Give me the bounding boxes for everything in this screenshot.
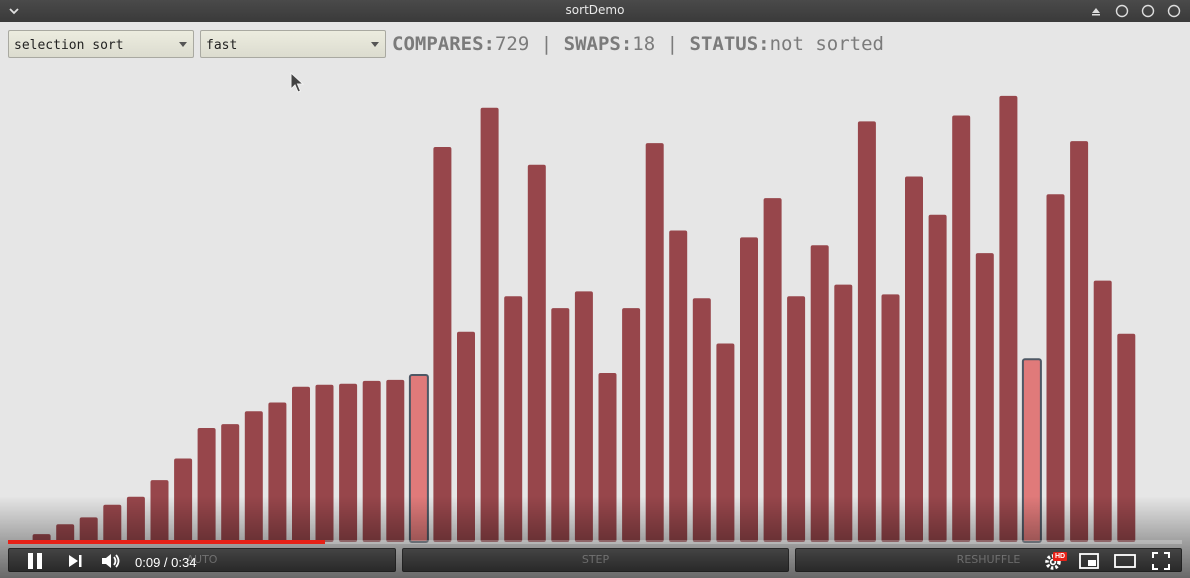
status-label: STATUS:: [689, 33, 770, 55]
bar: [622, 308, 641, 542]
bar: [480, 107, 499, 542]
bar: [1070, 141, 1089, 542]
mouse-cursor-icon: [290, 72, 305, 93]
stats-separator: |: [666, 33, 679, 55]
bar: [645, 143, 664, 542]
bar: [551, 308, 570, 542]
bar: [150, 480, 169, 542]
bar: [339, 383, 358, 542]
bar: [362, 380, 381, 542]
reshuffle-button-label: RESHUFFLE: [956, 553, 1021, 566]
close-button-icon[interactable]: [1166, 3, 1182, 19]
speed-select[interactable]: fast: [200, 30, 386, 58]
bar: [1117, 333, 1136, 542]
hd-badge: HD: [1053, 552, 1068, 561]
bar-highlighted: [408, 374, 429, 543]
menu-chevron-icon[interactable]: [6, 3, 22, 19]
bar-highlighted: [1021, 358, 1042, 544]
compares-value: 729: [494, 33, 530, 55]
bar: [975, 253, 994, 542]
bar: [1093, 280, 1112, 542]
player-time: 0:09 / 0:34: [135, 555, 197, 570]
bar: [386, 379, 405, 542]
bar: [244, 411, 263, 542]
bar: [292, 386, 310, 542]
window-title: sortDemo: [565, 3, 625, 17]
swaps-value: 18: [632, 33, 656, 55]
bar: [669, 230, 688, 542]
bar: [598, 373, 617, 542]
bar: [787, 296, 806, 542]
bar: [103, 504, 122, 542]
bar: [881, 294, 900, 542]
algorithm-select[interactable]: selection sort: [8, 30, 194, 58]
bar: [527, 164, 546, 542]
minimize-button-icon[interactable]: [1114, 3, 1130, 19]
fullscreen-icon[interactable]: [1150, 550, 1172, 572]
miniplayer-icon[interactable]: [1078, 550, 1100, 572]
bar: [79, 517, 98, 542]
bar: [174, 458, 193, 542]
bar: [716, 343, 735, 542]
swaps-label: SWAPS:: [563, 33, 633, 55]
bar: [457, 331, 475, 542]
algorithm-select-value: selection sort: [14, 38, 124, 53]
step-button-label: STEP: [581, 553, 610, 566]
bar: [1046, 194, 1065, 542]
bar: [126, 496, 145, 542]
bar: [952, 115, 971, 542]
chevron-down-icon: [179, 42, 187, 47]
restore-button-icon[interactable]: [1140, 3, 1156, 19]
bar: [221, 424, 240, 542]
bar: [315, 384, 334, 542]
pause-icon[interactable]: [24, 550, 46, 572]
sort-stats: COMPARES:729 | SWAPS:18 | STATUS:not sor…: [392, 33, 884, 55]
next-icon[interactable]: [64, 550, 86, 572]
bar: [928, 214, 947, 543]
step-button[interactable]: STEP: [402, 548, 789, 572]
player-progress-fill: [8, 540, 325, 544]
bar: [740, 237, 758, 542]
bar: [810, 245, 829, 543]
speed-select-value: fast: [206, 38, 238, 53]
bar: [834, 284, 853, 542]
window-titlebar: sortDemo: [0, 0, 1190, 22]
volume-icon[interactable]: [100, 550, 122, 572]
window-controls: [1088, 3, 1182, 19]
bar: [433, 147, 452, 542]
bar: [763, 198, 782, 542]
bar: [268, 402, 287, 542]
status-value: not sorted: [769, 33, 884, 55]
bar: [905, 176, 923, 542]
stats-separator: |: [540, 33, 553, 55]
compares-label: COMPARES:: [392, 33, 495, 55]
bar: [999, 95, 1018, 543]
bar: [692, 298, 711, 542]
maximize-icon[interactable]: [1088, 3, 1104, 19]
sort-bar-chart: [9, 95, 1136, 544]
bar: [574, 291, 593, 542]
chevron-down-icon: [371, 42, 379, 47]
player-progress-bar[interactable]: [8, 540, 1182, 544]
bar: [197, 428, 216, 542]
bar: [504, 296, 523, 542]
bar: [857, 121, 876, 543]
theater-mode-icon[interactable]: [1114, 550, 1136, 572]
